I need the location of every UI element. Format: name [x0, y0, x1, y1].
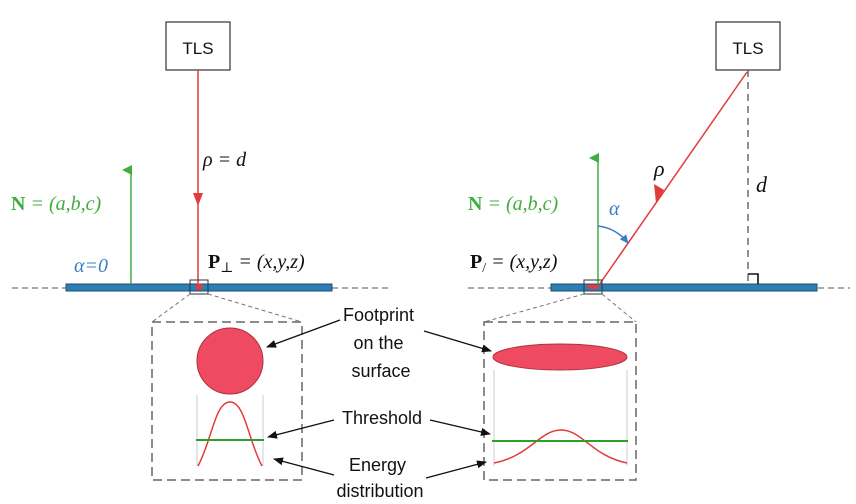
right-normal-label: N = (a,b,c)	[468, 193, 558, 215]
left-panel: TLS ρ = d N = (a,b,c) α=0 P⊥ = (x,y,z)	[11, 21, 388, 481]
right-footprint-marker-box	[583, 279, 603, 295]
footprint-annotation: Footprint on the surface	[343, 305, 419, 381]
right-surface	[550, 283, 818, 292]
threshold-arrow-right	[429, 419, 491, 436]
energy-arrow-right	[425, 460, 487, 479]
left-point-label: P⊥ = (x,y,z)	[208, 251, 305, 276]
left-alpha-label: α=0	[74, 255, 108, 277]
right-footprint-ellipse	[492, 343, 628, 371]
left-footprint-circle	[196, 327, 264, 395]
right-point-label: P/ = (x,y,z)	[470, 251, 558, 276]
right-alpha-label: α	[609, 198, 620, 220]
right-tls-label: TLS	[732, 39, 763, 58]
footprint-arrow-right	[423, 330, 492, 353]
right-beam-arrowhead	[654, 184, 664, 203]
energy-arrow-left	[273, 457, 335, 476]
left-tls-label: TLS	[182, 39, 213, 58]
left-range-label: ρ = d	[202, 149, 247, 171]
threshold-annotation: Threshold	[342, 408, 422, 428]
right-panel: TLS d ρ N = (a,b,c) α P/ = (x,y,z)	[468, 21, 850, 481]
energy-annotation: Energy distribution	[336, 455, 423, 501]
center-annotations: Footprint on the surface Threshold Energ…	[266, 305, 492, 501]
right-alpha-arc	[597, 225, 629, 244]
right-range-label: ρ	[653, 156, 665, 181]
right-energy-curve	[493, 429, 628, 464]
left-tls-box	[165, 21, 231, 71]
right-zoom-line-b	[601, 293, 637, 323]
left-footprint-dot	[195, 283, 203, 291]
left-zoom-line-a	[151, 293, 191, 323]
left-zoom-line-b	[207, 293, 303, 323]
right-distance-label: d	[756, 172, 768, 197]
left-beam-arrowhead	[193, 193, 203, 206]
footprint-arrow-left	[266, 319, 341, 348]
left-footprint-marker-box	[189, 279, 209, 295]
threshold-arrow-left	[267, 419, 335, 439]
right-angle-marker	[748, 273, 759, 284]
right-zoom-line-a	[483, 293, 585, 323]
right-laser-beam	[598, 71, 748, 286]
left-normal-label: N = (a,b,c)	[11, 193, 101, 215]
right-footprint-dot	[587, 284, 599, 290]
